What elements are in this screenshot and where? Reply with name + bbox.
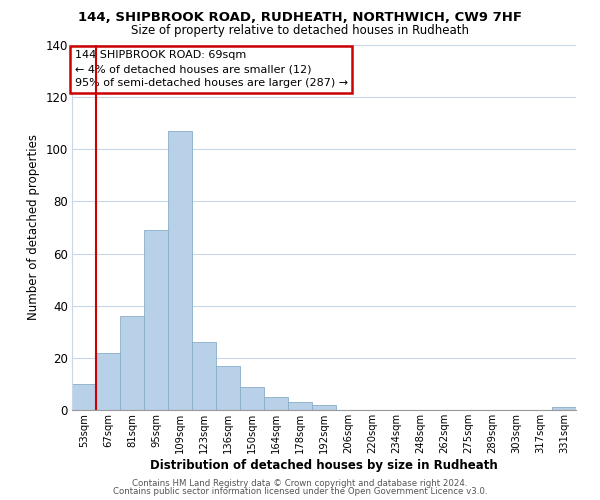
Bar [192,342,216,410]
Bar [264,397,288,410]
Bar [72,384,96,410]
Text: Contains HM Land Registry data © Crown copyright and database right 2024.: Contains HM Land Registry data © Crown c… [132,478,468,488]
Bar [144,230,168,410]
Text: Size of property relative to detached houses in Rudheath: Size of property relative to detached ho… [131,24,469,37]
Bar [240,386,264,410]
Bar [312,405,336,410]
Text: 144, SHIPBROOK ROAD, RUDHEATH, NORTHWICH, CW9 7HF: 144, SHIPBROOK ROAD, RUDHEATH, NORTHWICH… [78,11,522,24]
Bar [120,316,144,410]
Text: 144 SHIPBROOK ROAD: 69sqm
← 4% of detached houses are smaller (12)
95% of semi-d: 144 SHIPBROOK ROAD: 69sqm ← 4% of detach… [74,50,347,88]
Bar [96,352,120,410]
Bar [288,402,312,410]
X-axis label: Distribution of detached houses by size in Rudheath: Distribution of detached houses by size … [150,458,498,471]
Bar [168,131,192,410]
Y-axis label: Number of detached properties: Number of detached properties [27,134,40,320]
Bar [552,408,576,410]
Bar [216,366,240,410]
Text: Contains public sector information licensed under the Open Government Licence v3: Contains public sector information licen… [113,487,487,496]
